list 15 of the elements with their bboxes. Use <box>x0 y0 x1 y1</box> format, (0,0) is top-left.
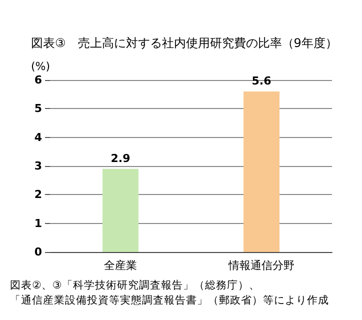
y-tick-label: 1 <box>34 216 42 230</box>
y-tick-label: 5 <box>34 102 42 116</box>
y-tick-label: 0 <box>34 246 42 258</box>
x-tick-label: 情報通信分野 <box>228 259 294 272</box>
text: 図表②、③「科学技術研究調査報告」（総務庁）、 <box>10 278 260 292</box>
y-axis-title: (%) <box>30 60 50 73</box>
y-tick-label: 3 <box>34 160 42 172</box>
y-tick-label: 6 <box>34 74 42 86</box>
x-tick-label: 全産業 <box>104 259 137 272</box>
data-label: 5.6 <box>252 74 272 88</box>
chart-title: 図表③ 売上高に対する社内使用研究費の比率（9年度） <box>31 36 338 50</box>
text: 「通信産業設備投資等実態調査報告書」（郵政省）等により作成 <box>10 294 329 306</box>
y-tick-label: 2 <box>34 188 42 202</box>
data-label: 2.9 <box>110 152 130 165</box>
y-tick-label: 4 <box>34 130 42 144</box>
